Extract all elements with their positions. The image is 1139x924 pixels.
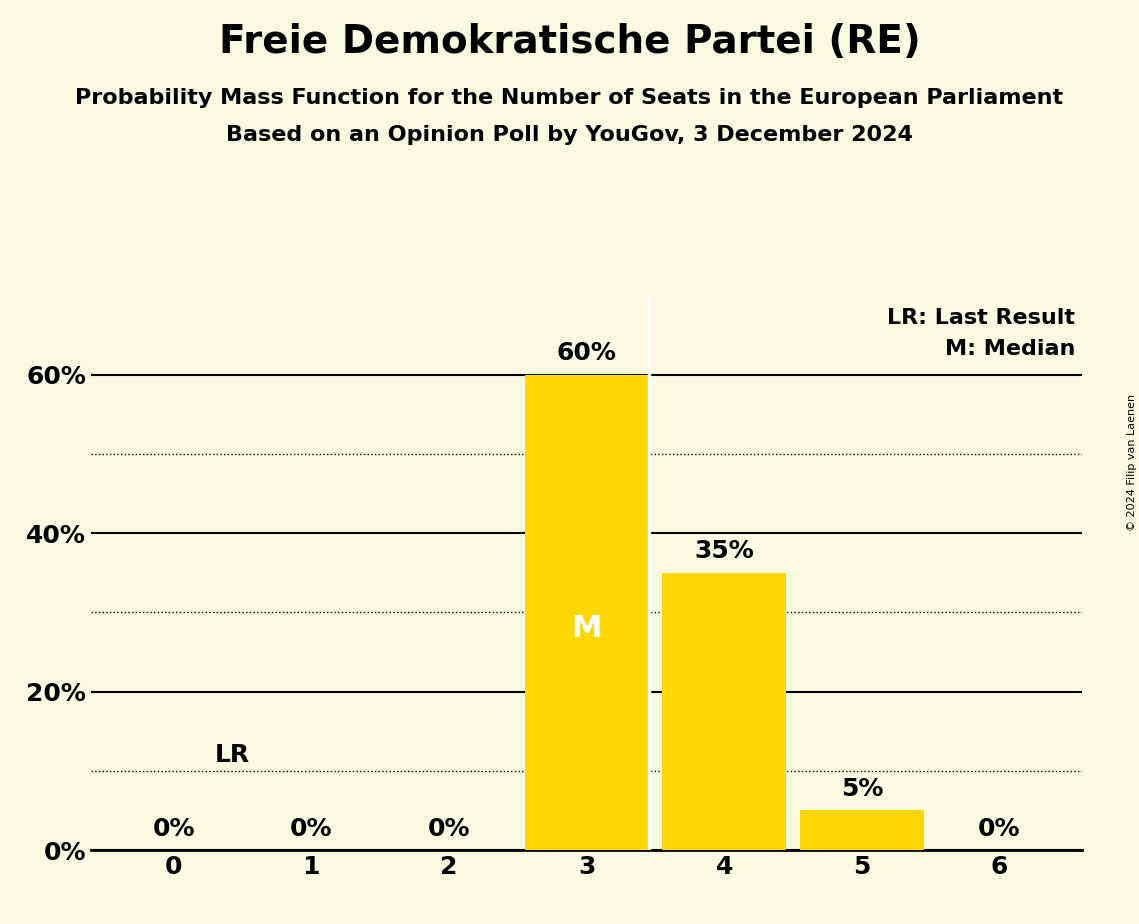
Text: 35%: 35% xyxy=(695,540,754,564)
Bar xyxy=(800,810,924,850)
Text: 0%: 0% xyxy=(978,817,1021,841)
Text: © 2024 Filip van Laenen: © 2024 Filip van Laenen xyxy=(1126,394,1137,530)
Text: LR: LR xyxy=(215,743,251,767)
Text: LR: Last Result: LR: Last Result xyxy=(887,308,1075,328)
Text: M: Median: M: Median xyxy=(944,339,1075,359)
Bar xyxy=(525,375,648,850)
Text: 0%: 0% xyxy=(290,817,333,841)
Text: Freie Demokratische Partei (RE): Freie Demokratische Partei (RE) xyxy=(219,23,920,61)
Text: M: M xyxy=(572,614,601,643)
Text: 60%: 60% xyxy=(557,341,616,365)
Text: 0%: 0% xyxy=(153,817,195,841)
Text: 5%: 5% xyxy=(841,777,883,801)
Text: Probability Mass Function for the Number of Seats in the European Parliament: Probability Mass Function for the Number… xyxy=(75,88,1064,108)
Text: 0%: 0% xyxy=(428,817,470,841)
Bar xyxy=(662,573,786,850)
Text: Based on an Opinion Poll by YouGov, 3 December 2024: Based on an Opinion Poll by YouGov, 3 De… xyxy=(226,125,913,145)
